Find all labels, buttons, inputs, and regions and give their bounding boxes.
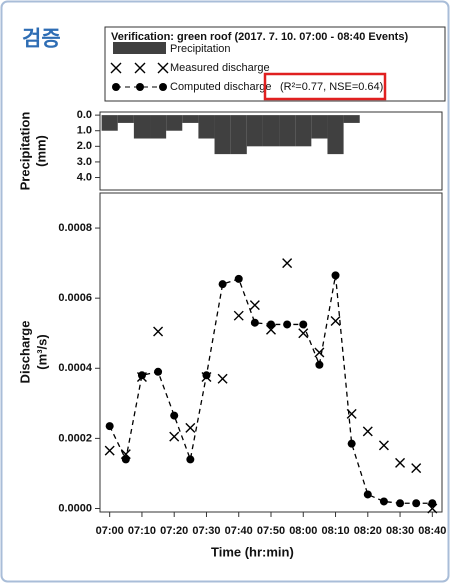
marker bbox=[378, 440, 389, 451]
bar bbox=[150, 115, 167, 139]
bar bbox=[198, 115, 215, 139]
marker bbox=[282, 258, 293, 269]
x-tick-label: 08:10 bbox=[321, 525, 349, 537]
marker bbox=[154, 367, 163, 376]
marker bbox=[134, 62, 146, 74]
y-axis-label: (m³/s) bbox=[34, 334, 49, 369]
y-tick-label: 0.0006 bbox=[58, 292, 92, 304]
x-tick-label: 07:10 bbox=[128, 525, 156, 537]
y-axis-label: (mm) bbox=[33, 135, 48, 167]
marker bbox=[105, 422, 114, 431]
y-tick-label: 4.0 bbox=[77, 171, 92, 183]
bar bbox=[343, 115, 360, 123]
bar bbox=[279, 115, 296, 147]
marker bbox=[136, 83, 144, 91]
x-tick-label: 08:00 bbox=[289, 525, 317, 537]
marker bbox=[298, 328, 309, 339]
marker bbox=[267, 320, 275, 329]
marker bbox=[283, 320, 292, 329]
marker bbox=[202, 371, 211, 380]
x-tick-label: 07:00 bbox=[96, 525, 124, 537]
y-tick-label: 0.0 bbox=[77, 109, 92, 121]
marker bbox=[112, 83, 120, 91]
x-tick-label: 08:30 bbox=[386, 525, 414, 537]
marker bbox=[170, 411, 179, 420]
bar bbox=[311, 115, 328, 139]
bar bbox=[262, 115, 280, 147]
marker bbox=[331, 271, 340, 280]
x-tick-label: 07:40 bbox=[225, 525, 253, 537]
legend-label: Computed discharge bbox=[170, 81, 272, 93]
marker bbox=[395, 457, 406, 468]
x-tick-label: 08:40 bbox=[418, 525, 446, 537]
legend-marker bbox=[112, 83, 167, 91]
marker bbox=[362, 426, 373, 437]
marker bbox=[218, 280, 227, 289]
y-axis-label: Discharge bbox=[17, 321, 32, 384]
marker bbox=[110, 62, 122, 74]
marker bbox=[379, 497, 388, 506]
marker bbox=[217, 373, 228, 384]
marker bbox=[153, 326, 164, 337]
legend-title: Verification: green roof (2017. 7. 10. 0… bbox=[111, 31, 408, 43]
marker bbox=[299, 320, 308, 329]
marker bbox=[314, 347, 325, 358]
marker bbox=[412, 499, 421, 508]
bar bbox=[327, 115, 344, 155]
bar bbox=[117, 115, 134, 123]
bar bbox=[101, 115, 118, 131]
x-tick-label: 08:20 bbox=[354, 525, 382, 537]
legend-marker bbox=[110, 62, 169, 74]
bar bbox=[295, 115, 312, 147]
marker bbox=[104, 445, 115, 456]
y-tick-label: 3.0 bbox=[77, 156, 92, 168]
y-tick-label: 0.0004 bbox=[58, 362, 93, 374]
x-tick-label: 07:20 bbox=[160, 525, 188, 537]
y-tick-label: 0.0000 bbox=[58, 502, 92, 514]
annotation: (R²=0.77, NSE=0.64) bbox=[280, 81, 383, 93]
y-tick-label: 0.0008 bbox=[58, 222, 92, 234]
bar bbox=[246, 115, 263, 147]
marker bbox=[157, 62, 169, 74]
marker bbox=[428, 499, 437, 508]
bar bbox=[182, 115, 199, 123]
marker bbox=[159, 83, 167, 91]
marker bbox=[185, 422, 196, 433]
plot-area bbox=[99, 111, 443, 191]
x-tick-label: 07:30 bbox=[192, 525, 220, 537]
marker bbox=[249, 300, 260, 311]
marker bbox=[137, 371, 146, 380]
y-tick-label: 1.0 bbox=[77, 125, 92, 137]
marker bbox=[250, 318, 259, 327]
x-tick-label: 07:50 bbox=[257, 525, 285, 537]
marker bbox=[186, 455, 195, 464]
marker bbox=[363, 490, 372, 499]
y-tick-label: 0.0002 bbox=[58, 432, 92, 444]
legend-swatch bbox=[113, 42, 166, 54]
bar bbox=[230, 115, 247, 155]
marker bbox=[169, 431, 180, 442]
y-axis-label: Precipitation bbox=[17, 112, 32, 191]
marker bbox=[330, 315, 341, 326]
bar bbox=[133, 115, 151, 139]
marker bbox=[396, 499, 405, 508]
marker bbox=[121, 455, 130, 464]
bar bbox=[214, 115, 231, 155]
x-axis-label: Time (hr:min) bbox=[211, 544, 294, 559]
bar bbox=[166, 115, 183, 131]
header: 검증 bbox=[22, 28, 61, 51]
marker bbox=[411, 463, 422, 474]
marker bbox=[233, 310, 244, 321]
marker bbox=[315, 360, 324, 369]
y-tick-label: 2.0 bbox=[77, 140, 92, 152]
highlight-box bbox=[263, 72, 387, 101]
legend-label: Precipitation bbox=[170, 43, 231, 55]
marker bbox=[347, 439, 356, 448]
marker bbox=[234, 274, 243, 283]
legend-label: Measured discharge bbox=[170, 62, 270, 74]
